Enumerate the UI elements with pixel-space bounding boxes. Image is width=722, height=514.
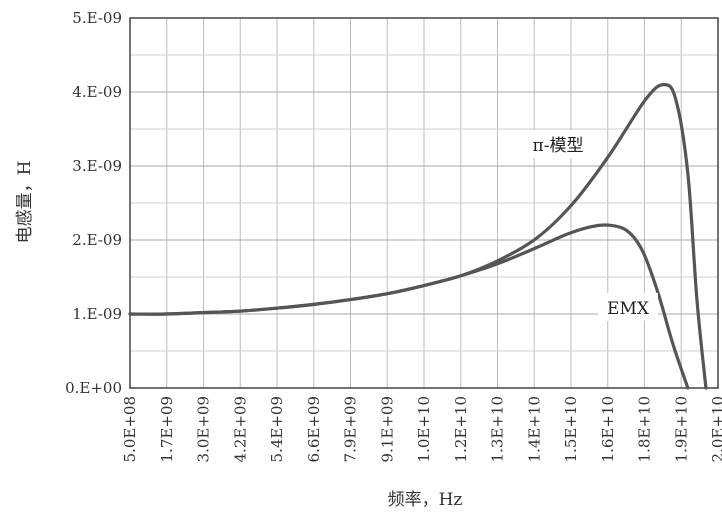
y-tick-label: 3.E-09: [72, 157, 122, 175]
grid: [129, 17, 719, 389]
x-tick-label: 1.0E+10: [415, 396, 433, 462]
y-tick-label: 0.E+00: [65, 379, 122, 397]
y-tick-label: 2.E-09: [72, 231, 122, 249]
annotation-pi-model: π-模型: [516, 130, 600, 158]
y-tick-labels: 0.E+00 1.E-09 2.E-09 3.E-09 4.E-09 5.E-09: [65, 9, 122, 397]
y-tick-label: 4.E-09: [72, 83, 122, 101]
x-tick-label: 1.9E+10: [672, 396, 690, 462]
plot-frame: [129, 17, 719, 389]
y-tick-label: 5.E-09: [72, 9, 122, 27]
series-line-pi-model: [128, 83, 708, 390]
x-tick-label: 4.2E+09: [231, 396, 249, 462]
series-layer: [128, 83, 708, 390]
x-tick-label: 7.9E+09: [342, 396, 360, 462]
annotation-pi-model-text: π-模型: [533, 136, 584, 156]
x-tick-labels: 5.0E+08 1.7E+09 3.0E+09 4.2E+09 5.4E+09 6.6E+…: [121, 396, 722, 462]
x-tick-label: 3.0E+09: [195, 396, 213, 462]
x-tick-label: 5.0E+08: [121, 396, 139, 462]
x-tick-label: 1.4E+10: [525, 396, 543, 462]
x-tick-label: 1.7E+09: [158, 396, 176, 462]
x-tick-label: 1.8E+10: [636, 396, 654, 462]
x-tick-label: 1.5E+10: [562, 396, 580, 462]
y-tick-label: 1.E-09: [72, 305, 122, 323]
x-tick-label: 1.6E+10: [599, 396, 617, 462]
x-tick-label: 9.1E+09: [378, 396, 396, 462]
series-line-emx: [128, 223, 690, 390]
annotation-emx-text: EMX: [607, 299, 650, 319]
x-tick-label: 6.6E+09: [305, 396, 323, 462]
y-axis-label: 电感量，H: [15, 161, 35, 244]
x-tick-label: 1.3E+10: [489, 396, 507, 462]
x-axis-label: 频率，Hz: [388, 490, 463, 510]
x-tick-label: 2.0E+10: [709, 396, 722, 462]
annotation-emx: EMX: [598, 293, 658, 321]
x-tick-label: 5.4E+09: [268, 396, 286, 462]
x-tick-label: 1.2E+10: [452, 396, 470, 462]
